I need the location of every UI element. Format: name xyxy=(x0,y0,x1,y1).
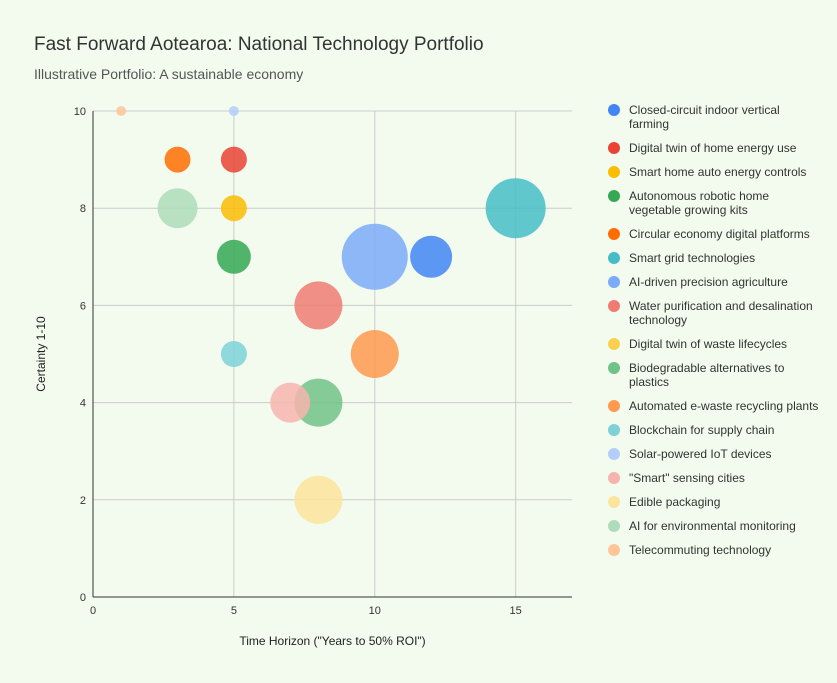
bubble-point xyxy=(485,178,546,239)
legend-label: AI-driven precision agriculture xyxy=(629,275,788,289)
bubble-point xyxy=(116,106,127,116)
legend-label: "Smart" sensing cities xyxy=(629,471,745,485)
legend-label: Digital twin of waste lifecycles xyxy=(629,337,788,351)
legend-item: AI-driven precision agriculture xyxy=(608,275,823,299)
y-tick-label: 10 xyxy=(74,106,86,118)
x-axis-title: Time Horizon ("Years to 50% ROI") xyxy=(239,634,425,648)
legend-item: Automated e-waste recycling plants xyxy=(608,399,823,423)
bubble-point xyxy=(294,475,343,524)
y-tick-label: 4 xyxy=(80,398,86,410)
legend-swatch xyxy=(608,424,620,436)
y-tick-label: 6 xyxy=(80,300,86,312)
y-axis-title: Certainty 1-10 xyxy=(34,316,48,392)
legend-swatch xyxy=(608,142,620,154)
legend-item: Edible packaging xyxy=(608,495,823,519)
legend-label: Telecommuting technology xyxy=(629,543,772,557)
legend-swatch xyxy=(608,520,620,532)
bubble-point xyxy=(157,188,198,229)
x-tick-label: 0 xyxy=(90,605,96,617)
legend-label: Automated e-waste recycling plants xyxy=(629,399,819,413)
legend-item: Blockchain for supply chain xyxy=(608,423,823,447)
bubble-point xyxy=(294,281,343,330)
legend-item: Closed-circuit indoor vertical farming xyxy=(608,103,823,141)
legend-label: Blockchain for supply chain xyxy=(629,423,775,437)
legend-item: Digital twin of home energy use xyxy=(608,141,823,165)
legend-swatch xyxy=(608,448,620,460)
bubble-point xyxy=(294,378,343,427)
legend-label: Circular economy digital platforms xyxy=(629,227,810,241)
bubble-point xyxy=(228,106,239,116)
legend-label: Smart grid technologies xyxy=(629,251,756,265)
legend-item: "Smart" sensing cities xyxy=(608,471,823,495)
legend-label: Smart home auto energy controls xyxy=(629,165,807,179)
x-tick-label: 10 xyxy=(369,605,381,617)
legend-swatch xyxy=(608,338,620,350)
legend-label: AI for environmental monitoring xyxy=(629,519,796,533)
legend-label: Biodegradable alternatives to plastics xyxy=(629,361,785,389)
legend-item: Smart home auto energy controls xyxy=(608,165,823,189)
legend-swatch xyxy=(608,276,620,288)
x-tick-label: 15 xyxy=(510,605,522,617)
bubble-point xyxy=(350,330,399,378)
legend-item: Digital twin of waste lifecycles xyxy=(608,337,823,361)
legend-label: Digital twin of home energy use xyxy=(629,141,797,155)
bubble-point xyxy=(216,239,251,274)
legend-item: Smart grid technologies xyxy=(608,251,823,275)
y-tick-label: 8 xyxy=(80,203,86,215)
chart-legend: Closed-circuit indoor vertical farming Di… xyxy=(608,103,823,567)
legend-swatch xyxy=(608,166,620,178)
y-tick-label: 2 xyxy=(80,495,86,507)
bubble-point xyxy=(410,235,453,278)
legend-item: Water purification and desalination tech… xyxy=(608,299,823,337)
bubble-point xyxy=(220,341,247,367)
legend-swatch xyxy=(608,544,620,556)
legend-swatch xyxy=(608,496,620,508)
bubble-point xyxy=(220,146,247,173)
bubble-point xyxy=(220,195,247,222)
y-tick-label: 0 xyxy=(80,592,86,604)
legend-item: Solar-powered IoT devices xyxy=(608,447,823,471)
legend-label: Solar-powered IoT devices xyxy=(629,447,772,461)
legend-swatch xyxy=(608,104,620,116)
bubble-point xyxy=(164,146,191,173)
legend-swatch xyxy=(608,400,620,412)
legend-swatch xyxy=(608,362,620,374)
legend-item: Autonomous robotic home vegetable growin… xyxy=(608,189,823,227)
legend-label: Autonomous robotic home vegetable growin… xyxy=(629,189,770,217)
legend-label: Edible packaging xyxy=(629,495,721,509)
legend-item: Biodegradable alternatives to plastics xyxy=(608,361,823,399)
legend-item: Circular economy digital platforms xyxy=(608,227,823,251)
legend-item: AI for environmental monitoring xyxy=(608,519,823,543)
legend-label: Closed-circuit indoor vertical farming xyxy=(629,103,780,131)
legend-swatch xyxy=(608,252,620,264)
x-tick-label: 5 xyxy=(231,605,237,617)
legend-swatch xyxy=(608,190,620,202)
chart-subtitle: Illustrative Portfolio: A sustainable ec… xyxy=(34,66,304,82)
chart-title: Fast Forward Aotearoa: National Technolo… xyxy=(34,34,484,55)
bubble-point xyxy=(270,382,311,423)
legend-swatch xyxy=(608,228,620,240)
legend-swatch xyxy=(608,300,620,312)
legend-label: Water purification and desalination tech… xyxy=(629,299,813,327)
bubble-point xyxy=(341,223,408,290)
legend-item: Telecommuting technology xyxy=(608,543,823,567)
legend-swatch xyxy=(608,472,620,484)
